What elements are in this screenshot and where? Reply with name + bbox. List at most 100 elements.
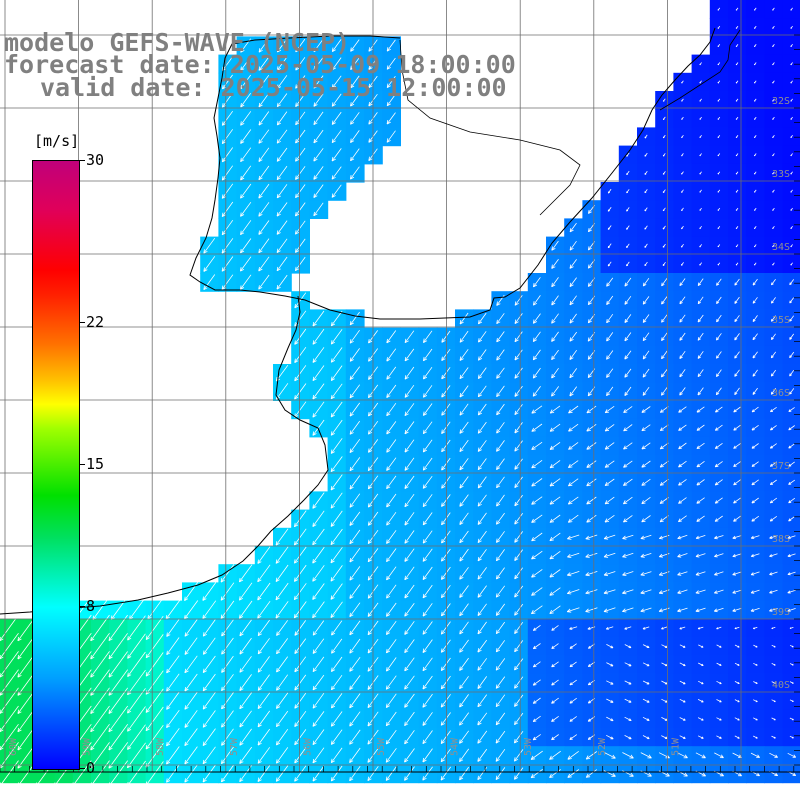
wind-cell bbox=[546, 600, 565, 620]
wind-arrow bbox=[606, 698, 614, 703]
wind-arrow bbox=[606, 313, 614, 324]
wind-cell bbox=[254, 163, 274, 183]
wind-arrow bbox=[385, 693, 397, 708]
wind-cell bbox=[546, 527, 565, 547]
wind-arrow bbox=[257, 638, 270, 655]
wind-arrow bbox=[257, 674, 270, 691]
wind-cell bbox=[509, 473, 529, 492]
wind-cell bbox=[527, 564, 547, 583]
wind-cell bbox=[473, 418, 492, 438]
wind-cell bbox=[400, 673, 420, 693]
wind-cell bbox=[163, 637, 183, 656]
wind-arrow bbox=[221, 637, 234, 655]
wind-arrow bbox=[569, 313, 577, 324]
wind-cell bbox=[527, 582, 547, 602]
wind-arrow bbox=[549, 405, 561, 414]
wind-arrow bbox=[754, 189, 757, 193]
wind-arrow bbox=[734, 296, 740, 304]
wind-cell bbox=[327, 673, 347, 693]
wind-arrow bbox=[477, 639, 488, 653]
wind-cell bbox=[473, 673, 492, 693]
wind-cell bbox=[709, 309, 729, 329]
wind-arrow bbox=[386, 112, 396, 125]
wind-cell bbox=[491, 509, 511, 529]
wind-cell bbox=[746, 418, 765, 438]
wind-arrow bbox=[276, 710, 289, 728]
wind-cell bbox=[618, 382, 638, 401]
wind-arrow bbox=[239, 656, 252, 673]
wind-arrow bbox=[496, 494, 505, 507]
wind-arrow bbox=[751, 406, 759, 413]
wind-arrow bbox=[717, 189, 721, 193]
wind-cell bbox=[691, 163, 711, 183]
wind-arrow bbox=[622, 607, 634, 613]
wind-arrow bbox=[239, 710, 252, 728]
wind-arrow bbox=[697, 626, 704, 630]
wind-cell bbox=[345, 309, 365, 329]
wind-arrow bbox=[735, 135, 739, 139]
wind-cell bbox=[309, 618, 329, 638]
wind-arrow bbox=[330, 329, 343, 345]
wind-arrow bbox=[788, 479, 796, 485]
wind-cell bbox=[145, 655, 165, 674]
wind-cell bbox=[582, 218, 602, 238]
wind-cell bbox=[782, 764, 800, 784]
wind-arrow bbox=[772, 44, 775, 48]
wind-arrow bbox=[606, 350, 614, 360]
wind-arrow bbox=[495, 658, 506, 671]
wind-cell bbox=[709, 254, 729, 274]
wind-cell bbox=[709, 127, 729, 147]
wind-cell bbox=[764, 364, 784, 383]
wind-arrow bbox=[496, 385, 505, 398]
wind-cell bbox=[582, 291, 602, 310]
wind-cell bbox=[673, 400, 693, 420]
wind-cell bbox=[764, 273, 784, 292]
wind-arrow bbox=[145, 634, 164, 659]
wind-cell bbox=[582, 273, 602, 292]
wind-cell bbox=[345, 764, 365, 784]
wind-arrow bbox=[750, 607, 760, 612]
wind-cell bbox=[236, 600, 256, 620]
wind-arrow bbox=[551, 643, 559, 649]
wind-arrow bbox=[422, 621, 433, 635]
wind-arrow bbox=[459, 421, 469, 434]
wind-cell bbox=[637, 327, 656, 347]
wind-arrow bbox=[367, 766, 379, 782]
wind-cell bbox=[564, 345, 583, 365]
wind-arrow bbox=[697, 278, 704, 286]
wind-arrow bbox=[679, 698, 686, 703]
wind-cell bbox=[273, 364, 292, 383]
wind-arrow bbox=[514, 712, 524, 726]
wind-arrow bbox=[752, 297, 758, 304]
wind-cell bbox=[564, 728, 583, 747]
wind-arrow bbox=[221, 655, 234, 673]
wind-arrow bbox=[735, 116, 739, 120]
wind-arrow bbox=[514, 694, 524, 707]
wind-arrow bbox=[386, 366, 397, 380]
wind-cell bbox=[473, 400, 492, 420]
wind-cell bbox=[236, 182, 256, 201]
wind-cell bbox=[291, 655, 310, 674]
wind-arrow bbox=[459, 312, 469, 325]
wind-cell bbox=[382, 345, 401, 365]
wind-cell bbox=[746, 163, 765, 183]
wind-cell bbox=[345, 127, 365, 147]
wind-arrow bbox=[623, 478, 633, 486]
wind-arrow bbox=[772, 25, 775, 29]
wind-cell bbox=[345, 709, 365, 729]
wind-cell bbox=[345, 418, 365, 438]
wind-cell bbox=[582, 746, 602, 765]
wind-arrow bbox=[788, 497, 796, 504]
wind-arrow bbox=[422, 457, 433, 471]
wind-arrow bbox=[622, 534, 634, 540]
wind-arrow bbox=[331, 674, 343, 691]
wind-arrow bbox=[441, 403, 451, 416]
wind-arrow bbox=[312, 638, 325, 654]
wind-arrow bbox=[624, 277, 632, 287]
wind-cell bbox=[455, 527, 474, 547]
wind-arrow bbox=[551, 386, 560, 397]
wind-cell bbox=[728, 36, 747, 56]
wind-arrow bbox=[514, 440, 523, 452]
wind-cell bbox=[728, 345, 747, 365]
